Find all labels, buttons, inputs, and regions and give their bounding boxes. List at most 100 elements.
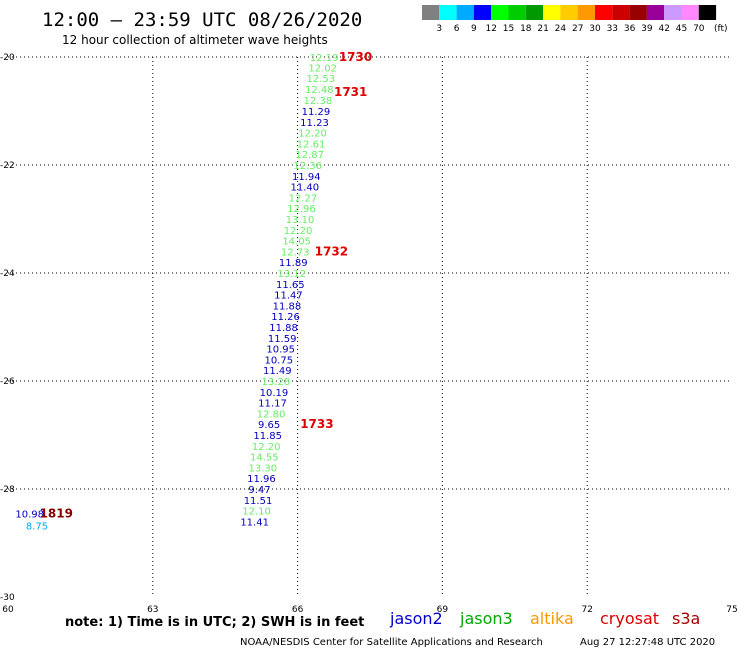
colorbar-swatch: [508, 5, 526, 20]
x-tick-label: 60: [2, 605, 14, 615]
colorbar-tick-label: 18: [520, 24, 532, 34]
x-tick-label: 72: [581, 605, 592, 615]
wave-height-label: 12.48: [305, 85, 334, 96]
y-tick-label: -28: [0, 485, 15, 495]
colorbar-swatch: [456, 5, 474, 20]
y-tick-label: -24: [0, 269, 15, 279]
wave-height-label: 8.75: [26, 522, 48, 533]
x-tick-label: 63: [147, 605, 158, 615]
wave-height-label: 12.61: [297, 139, 326, 150]
wave-height-label: 12.10: [242, 507, 271, 518]
chart-subtitle: 12 hour collection of altimeter wave hei…: [62, 33, 328, 47]
data-points: 12.1912.0212.5312.4812.3811.2911.2312.20…: [15, 53, 338, 533]
colorbar-swatch: [577, 5, 595, 20]
wave-height-label: 11.51: [244, 496, 273, 507]
wave-height-label: 12.96: [287, 204, 316, 215]
wave-height-label: 11.85: [253, 431, 282, 442]
colorbar-tick-label: 42: [658, 24, 669, 34]
colorbar-swatch: [422, 5, 440, 20]
wave-height-label: 12.87: [295, 150, 324, 161]
colorbar-tick-label: 6: [454, 24, 460, 34]
pass-number-label: 1733: [300, 417, 333, 431]
wave-height-label: 12.36: [293, 161, 322, 172]
colorbar-tick-label: 27: [572, 24, 583, 34]
wave-height-label: 11.94: [292, 172, 321, 183]
wave-height-label: 13.10: [286, 215, 315, 226]
wave-height-label: 11.40: [291, 183, 320, 194]
wave-height-label: 11.88: [269, 323, 298, 334]
legend-jason2: jason2: [389, 609, 443, 628]
wave-height-label: 11.89: [279, 258, 308, 269]
colorbar: 3 6 9 12 15 18 21 24 27 30 33 36 39 42 45 70: [422, 5, 717, 34]
wave-height-label: 10.75: [264, 355, 293, 366]
colorbar-tick-label: 36: [624, 24, 636, 34]
colorbar-tick-label: 70: [693, 24, 705, 34]
colorbar-swatch: [681, 5, 699, 20]
wave-height-label: 9.47: [248, 485, 270, 496]
colorbar-tick-label: 24: [555, 24, 567, 34]
colorbar-swatch: [560, 5, 578, 20]
pass-number-label: 1732: [315, 244, 348, 258]
timestamp: Aug 27 12:27:48 UTC 2020: [580, 637, 715, 648]
wave-height-label: 12.19: [310, 53, 339, 64]
wave-height-label: 11.65: [276, 280, 305, 291]
wave-height-label: 12.53: [306, 74, 335, 85]
satellite-legend: jason2 jason3 altika cryosat s3a: [389, 609, 700, 628]
colorbar-tick-label: 33: [607, 24, 618, 34]
colorbar-tick-label: 30: [589, 24, 601, 34]
colorbar-tick-label: 12: [485, 24, 496, 34]
pass-labels: 1730 1731 1732 1733 1819: [40, 50, 373, 520]
wave-height-label: 12.20: [284, 226, 313, 237]
wave-height-label: 11.26: [271, 312, 300, 323]
colorbar-swatch: [595, 5, 613, 20]
colorbar-swatch: [525, 5, 544, 20]
legend-s3a: s3a: [672, 609, 700, 628]
pass-number-label: 1819: [40, 506, 73, 520]
wave-height-label: 11.88: [273, 301, 302, 312]
wave-height-label: 11.59: [268, 334, 297, 345]
legend-altika: altika: [530, 609, 574, 628]
colorbar-swatch: [646, 5, 665, 20]
wave-height-label: 12.27: [289, 193, 318, 204]
wave-height-label: 10.98: [15, 509, 44, 520]
legend-cryosat: cryosat: [600, 609, 659, 628]
colorbar-tick-label: 39: [641, 24, 653, 34]
wave-height-label: 11.41: [240, 517, 269, 528]
wave-height-label: 10.95: [266, 345, 295, 356]
pass-number-label: 1730: [339, 50, 372, 64]
x-tick-label: 69: [437, 605, 449, 615]
colorbar-swatch: [439, 5, 457, 20]
y-tick-label: -22: [0, 161, 15, 171]
wave-height-label: 11.49: [263, 366, 292, 377]
plot-grid: [8, 56, 732, 597]
colorbar-unit: (ft): [714, 24, 728, 34]
colorbar-tick-label: 15: [503, 24, 514, 34]
wave-height-label: 11.96: [247, 474, 276, 485]
pass-number-label: 1731: [334, 85, 367, 99]
wave-height-label: 12.38: [304, 96, 333, 107]
wave-height-label: 12.73: [281, 247, 310, 258]
colorbar-tick-label: 3: [436, 24, 442, 34]
footnote: note: 1) Time is in UTC; 2) SWH is in fe…: [65, 615, 364, 630]
colorbar-tick-label: 9: [471, 24, 477, 34]
axis-ticks: 60 63 66 69 72 75 -20 -22 -24 -26 -28 -30: [0, 53, 738, 615]
wave-height-label: 12.20: [252, 442, 281, 453]
credit-line: NOAA/NESDIS Center for Satellite Applica…: [240, 637, 543, 648]
y-tick-label: -20: [0, 53, 15, 63]
y-tick-label: -30: [0, 593, 15, 603]
wave-height-label: 12.20: [298, 129, 327, 140]
wave-height-label: 9.65: [258, 420, 280, 431]
wave-height-label: 11.29: [302, 107, 331, 118]
colorbar-swatch: [473, 5, 492, 20]
wave-height-label: 14.05: [282, 237, 311, 248]
y-tick-label: -26: [0, 377, 15, 387]
colorbar-swatch: [698, 5, 717, 20]
x-tick-label: 75: [726, 605, 737, 615]
wave-height-label: 11.17: [258, 399, 287, 410]
colorbar-swatch: [664, 5, 682, 20]
wave-height-label: 12.02: [308, 63, 337, 74]
colorbar-tick-label: 21: [537, 24, 548, 34]
colorbar-tick-label: 45: [676, 24, 687, 34]
colorbar-swatch: [543, 5, 561, 20]
